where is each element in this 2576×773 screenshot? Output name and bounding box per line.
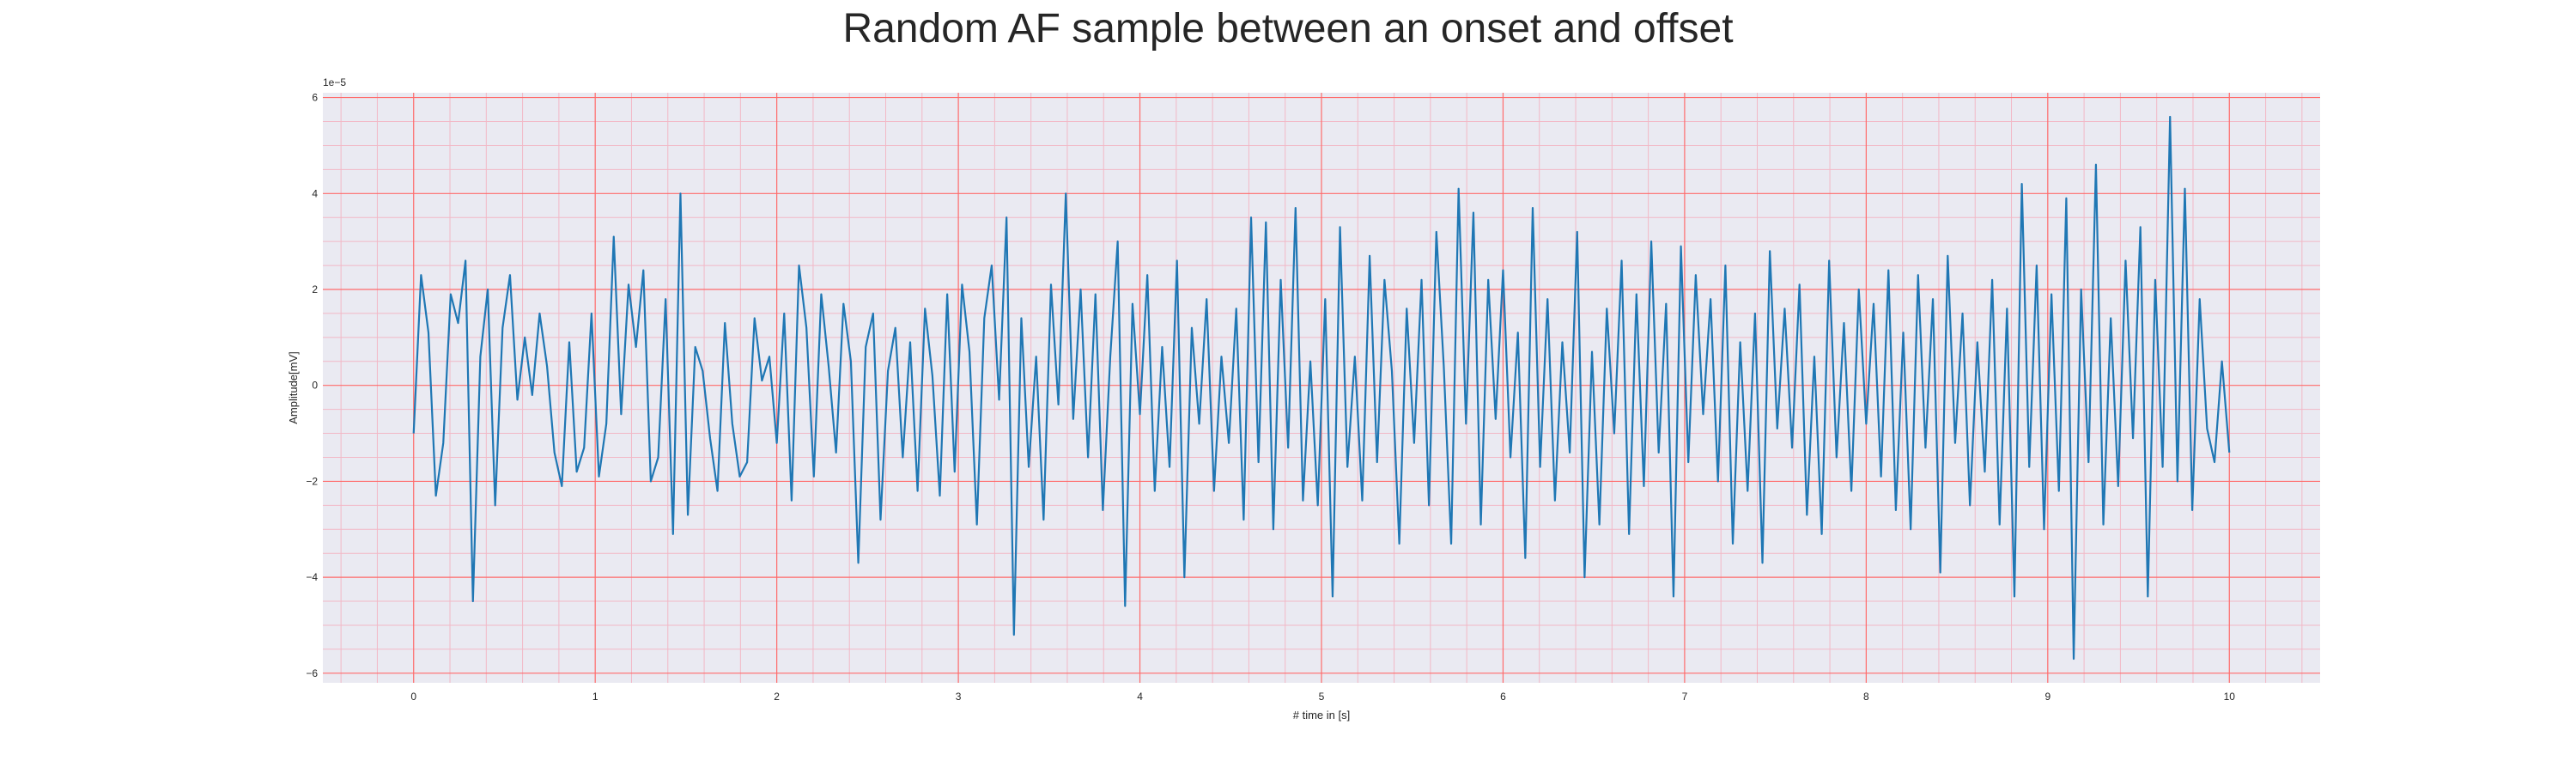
x-axis-ticks: 0 1 2 3 4 5 6 7 8 9 10	[410, 691, 2235, 703]
y-tick-label: 6	[312, 92, 318, 104]
y-tick-label: −6	[306, 667, 318, 679]
y-tick-label: 0	[312, 380, 318, 392]
y-axis-label: Amplitude[mV]	[287, 351, 300, 424]
y-tick-label: −2	[306, 475, 318, 487]
y-axis-ticks: −6 −4 −2 0 2 4 6	[306, 92, 318, 679]
x-tick-label: 8	[1863, 691, 1869, 703]
x-tick-label: 7	[1682, 691, 1688, 703]
chart-title: Random AF sample between an onset and of…	[842, 6, 1734, 52]
x-axis-label: # time in [s]	[1293, 709, 1350, 721]
x-tick-label: 3	[956, 691, 962, 703]
y-tick-label: 4	[312, 187, 318, 199]
x-tick-label: 5	[1319, 691, 1325, 703]
y-tick-label: 2	[312, 283, 318, 295]
y-axis-offset-text: 1e−5	[323, 76, 346, 88]
x-tick-label: 10	[2224, 691, 2236, 703]
x-tick-label: 6	[1500, 691, 1506, 703]
x-tick-label: 4	[1137, 691, 1143, 703]
x-tick-label: 1	[592, 691, 598, 703]
y-tick-label: −4	[306, 571, 318, 583]
x-tick-label: 9	[2044, 691, 2050, 703]
x-tick-label: 0	[410, 691, 416, 703]
x-tick-label: 2	[774, 691, 780, 703]
series-line	[412, 115, 2231, 660]
